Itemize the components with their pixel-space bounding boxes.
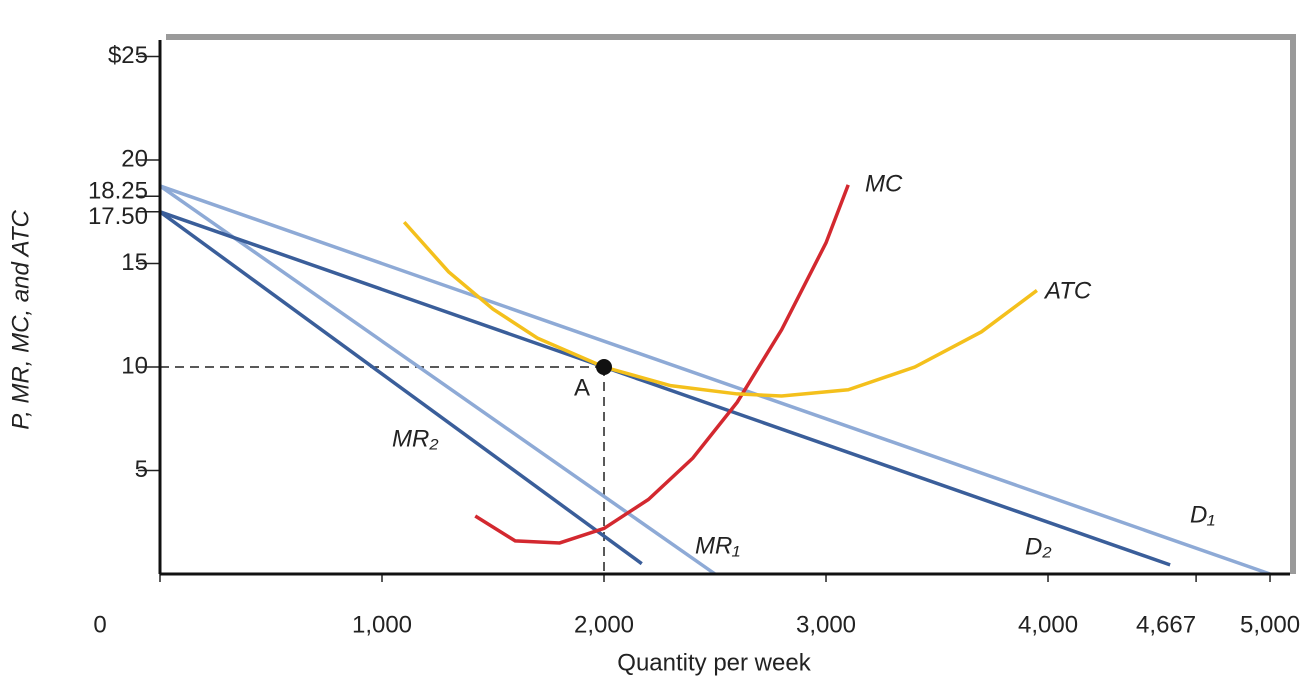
- y-tick-label: 20: [121, 145, 148, 172]
- y-tick-label: 10: [121, 352, 148, 379]
- series-line: [474, 184, 850, 545]
- x-axis-label: Quantity per week: [617, 649, 811, 676]
- x-tick-label: 1,000: [352, 611, 412, 638]
- series-label: D₁: [1190, 501, 1215, 528]
- x-tick-label: 0: [93, 611, 106, 638]
- series-line: [159, 210, 1171, 567]
- y-tick-label: 5: [135, 456, 148, 483]
- series-label: D₂: [1025, 533, 1051, 560]
- series-label: MC: [865, 170, 903, 197]
- y-axis-label: P, MR, MC, and ATC: [7, 210, 34, 430]
- y-tick-label: 18.25: [88, 178, 148, 205]
- series-label: MR₁: [695, 532, 740, 559]
- series-line: [159, 184, 1271, 576]
- y-tick-label: 17.50: [88, 203, 148, 230]
- series-label: MR₂: [392, 425, 438, 452]
- plot-area: [160, 40, 1290, 574]
- point-label: A: [574, 374, 590, 401]
- x-tick-label: 3,000: [796, 611, 856, 638]
- series-label: ATC: [1043, 277, 1092, 304]
- point: [596, 359, 613, 376]
- x-tick-label: 4,000: [1018, 611, 1078, 638]
- x-tick-label: 4,667: [1136, 611, 1196, 638]
- series-line: [158, 184, 717, 576]
- y-tick-label: 15: [121, 249, 148, 276]
- x-tick-label: 5,000: [1240, 611, 1300, 638]
- series-line: [158, 210, 643, 566]
- y-tick-label: $25: [108, 42, 148, 69]
- series-line: [402, 220, 1038, 398]
- x-tick-label: 2,000: [574, 611, 634, 638]
